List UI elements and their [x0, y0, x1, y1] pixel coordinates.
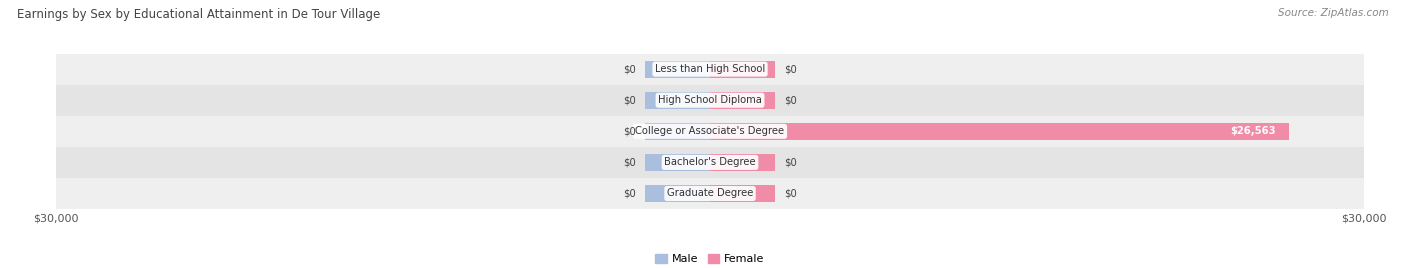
Text: Less than High School: Less than High School	[655, 64, 765, 74]
Bar	[710, 185, 776, 202]
Bar	[56, 116, 1364, 147]
Text: $0: $0	[623, 64, 636, 74]
Text: $0: $0	[623, 126, 636, 136]
Bar	[710, 61, 776, 78]
Text: $0: $0	[623, 157, 636, 168]
Text: $0: $0	[785, 157, 797, 168]
Text: Bachelor's Degree: Bachelor's Degree	[664, 157, 756, 168]
Bar	[710, 92, 776, 109]
Bar	[56, 178, 1364, 209]
Text: Earnings by Sex by Educational Attainment in De Tour Village: Earnings by Sex by Educational Attainmen…	[17, 8, 380, 21]
Bar	[644, 61, 710, 78]
Bar	[644, 154, 710, 171]
Text: $0: $0	[623, 95, 636, 105]
Text: College or Associate's Degree: College or Associate's Degree	[636, 126, 785, 136]
Text: $26,563: $26,563	[1230, 126, 1275, 136]
Bar	[56, 147, 1364, 178]
Bar	[56, 85, 1364, 116]
Bar	[644, 185, 710, 202]
Text: High School Diploma: High School Diploma	[658, 95, 762, 105]
Text: Source: ZipAtlas.com: Source: ZipAtlas.com	[1278, 8, 1389, 18]
Text: $0: $0	[785, 95, 797, 105]
Text: $0: $0	[623, 188, 636, 199]
Legend: Male, Female: Male, Female	[651, 250, 769, 268]
Bar	[56, 54, 1364, 85]
Bar	[710, 154, 776, 171]
Text: $0: $0	[785, 64, 797, 74]
Bar	[710, 123, 1289, 140]
Text: Graduate Degree: Graduate Degree	[666, 188, 754, 199]
Text: $0: $0	[785, 188, 797, 199]
Bar	[644, 123, 710, 140]
Bar	[644, 92, 710, 109]
